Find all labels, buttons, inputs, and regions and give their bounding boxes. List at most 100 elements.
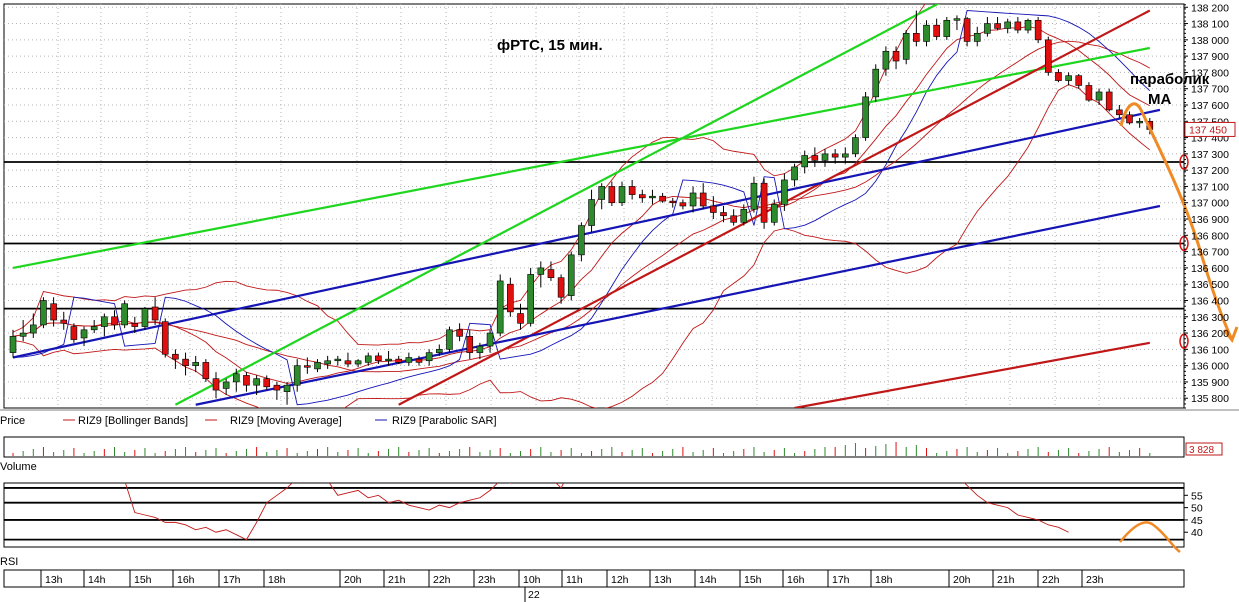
candle-body (80, 329, 88, 339)
candle-body (192, 362, 199, 366)
candle (344, 352, 352, 368)
candle-body (182, 358, 189, 366)
candle-body (466, 336, 474, 353)
time-label: 20h (344, 574, 362, 586)
candle-body (334, 358, 342, 362)
candle-body (730, 215, 737, 223)
trendline (12, 108, 1161, 359)
candle-body (984, 23, 991, 34)
time-label: 18h (875, 574, 893, 586)
candle (1085, 82, 1093, 102)
rsi-label: RSI (0, 556, 18, 568)
candle-body (486, 332, 494, 347)
candle (364, 352, 372, 366)
time-label: 14h (88, 574, 106, 586)
candle-body (1095, 91, 1103, 101)
forecast-curve-path (1119, 102, 1234, 341)
time-label: 14h (699, 574, 717, 586)
candle-body (659, 195, 666, 202)
candle-body (760, 182, 768, 223)
candle (760, 178, 768, 229)
candle-body (1045, 39, 1052, 73)
candle (496, 274, 504, 337)
price-tick-label: 137 600 (1191, 100, 1229, 112)
candle (283, 381, 291, 405)
candle (172, 349, 179, 369)
price-tick-label: 136 100 (1191, 344, 1229, 356)
candle (679, 199, 687, 210)
price-tick-label: 136 400 (1191, 295, 1229, 307)
candle-body (9, 336, 17, 353)
candle-body (293, 365, 301, 386)
candle-body (537, 267, 545, 275)
price-tick-label: 136 000 (1191, 361, 1229, 373)
candlesticks (9, 10, 1154, 405)
candle (425, 349, 433, 366)
trendline (12, 46, 1151, 269)
candle (669, 197, 677, 208)
candle (375, 352, 382, 365)
candle (385, 350, 392, 366)
day-label: 22 (528, 589, 540, 601)
candle-body (527, 274, 534, 324)
candle (80, 326, 88, 347)
time-label: 20h (953, 574, 971, 586)
rsi-line (124, 483, 1069, 541)
candle (395, 355, 403, 365)
time-label: 10h (523, 574, 541, 586)
candle-body (456, 329, 463, 337)
candle (70, 323, 78, 343)
candle-body (699, 192, 707, 207)
time-label: 23h (1086, 574, 1104, 586)
candle (801, 150, 809, 174)
candle (354, 359, 362, 368)
candle-body (811, 155, 819, 161)
candle (1126, 111, 1133, 125)
candle (770, 199, 778, 226)
candle (831, 148, 839, 164)
volume-panel[interactable] (3, 436, 1185, 458)
candle (1136, 118, 1143, 128)
candle-body (496, 280, 504, 334)
candle-body (831, 153, 839, 158)
candle (608, 181, 616, 206)
candle (1095, 88, 1103, 105)
time-label: 15h (744, 574, 762, 586)
legend-bollinger: RIZ9 [Bollinger Bands] (78, 415, 188, 427)
candle-body (141, 308, 149, 327)
bollinger-middle (12, 40, 1151, 373)
candle-body (841, 153, 849, 158)
candle (537, 261, 545, 288)
price-tick-label: 135 800 (1191, 393, 1229, 405)
candle-body (770, 204, 778, 223)
candle (781, 173, 788, 211)
candle (1004, 18, 1012, 34)
volume-bars (12, 442, 1151, 456)
candle-body (943, 19, 951, 37)
price-axis: 135 800 135 900 136 000 136 100 136 200 136 3… (1184, 2, 1236, 409)
price-tick-label: 138 200 (1191, 2, 1229, 14)
candle-body (415, 358, 423, 363)
time-label: 22h (1042, 574, 1060, 586)
candle-body (111, 316, 118, 326)
candle (29, 313, 37, 338)
candle-body (994, 23, 1001, 29)
candle (882, 46, 890, 76)
rsi-indicator (4, 483, 1184, 541)
candle-body (963, 18, 971, 42)
candle (994, 17, 1001, 31)
candle-body (202, 362, 210, 379)
candle-body (567, 254, 575, 296)
candle (710, 196, 717, 220)
candle-body (70, 326, 78, 340)
parabolic-sar-line (12, 10, 1151, 406)
candle-body (324, 360, 331, 365)
candle (253, 375, 260, 395)
rsi-panel[interactable] (3, 482, 1185, 548)
candle-body (902, 33, 910, 60)
candle (476, 342, 484, 360)
time-label: 23h (478, 574, 496, 586)
candle-body (1105, 91, 1113, 111)
candle (862, 91, 869, 141)
candle (699, 183, 707, 210)
